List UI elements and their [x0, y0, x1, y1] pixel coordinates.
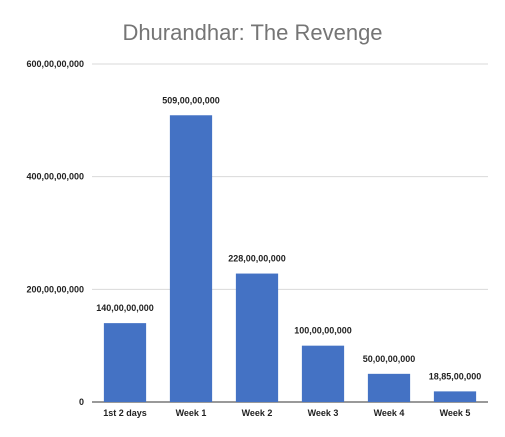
bar: [169, 115, 213, 402]
bar: [433, 391, 477, 402]
x-tick-label: 1st 2 days: [103, 408, 147, 418]
y-tick-label: 0: [79, 397, 84, 407]
data-label: 509,00,00,000: [162, 95, 220, 105]
bar: [301, 345, 345, 402]
y-tick-label: 400,00,00,000: [26, 172, 84, 182]
y-tick-label: 200,00,00,000: [26, 284, 84, 294]
data-label: 18,85,00,000: [429, 371, 482, 381]
x-tick-label: Week 5: [440, 408, 471, 418]
bar: [367, 373, 411, 402]
y-tick-label: 600,00,00,000: [26, 59, 84, 69]
data-label: 100,00,00,000: [294, 326, 352, 336]
data-label: 140,00,00,000: [96, 303, 154, 313]
x-tick-label: Week 2: [242, 408, 273, 418]
chart-title: Dhurandhar: The Revenge: [122, 20, 383, 45]
x-tick-label: Week 3: [308, 408, 339, 418]
bar: [235, 273, 279, 402]
data-label: 50,00,00,000: [363, 354, 416, 364]
x-tick-label: Week 4: [374, 408, 405, 418]
x-tick-label: Week 1: [176, 408, 207, 418]
data-label: 228,00,00,000: [228, 254, 286, 264]
bar: [103, 323, 147, 402]
